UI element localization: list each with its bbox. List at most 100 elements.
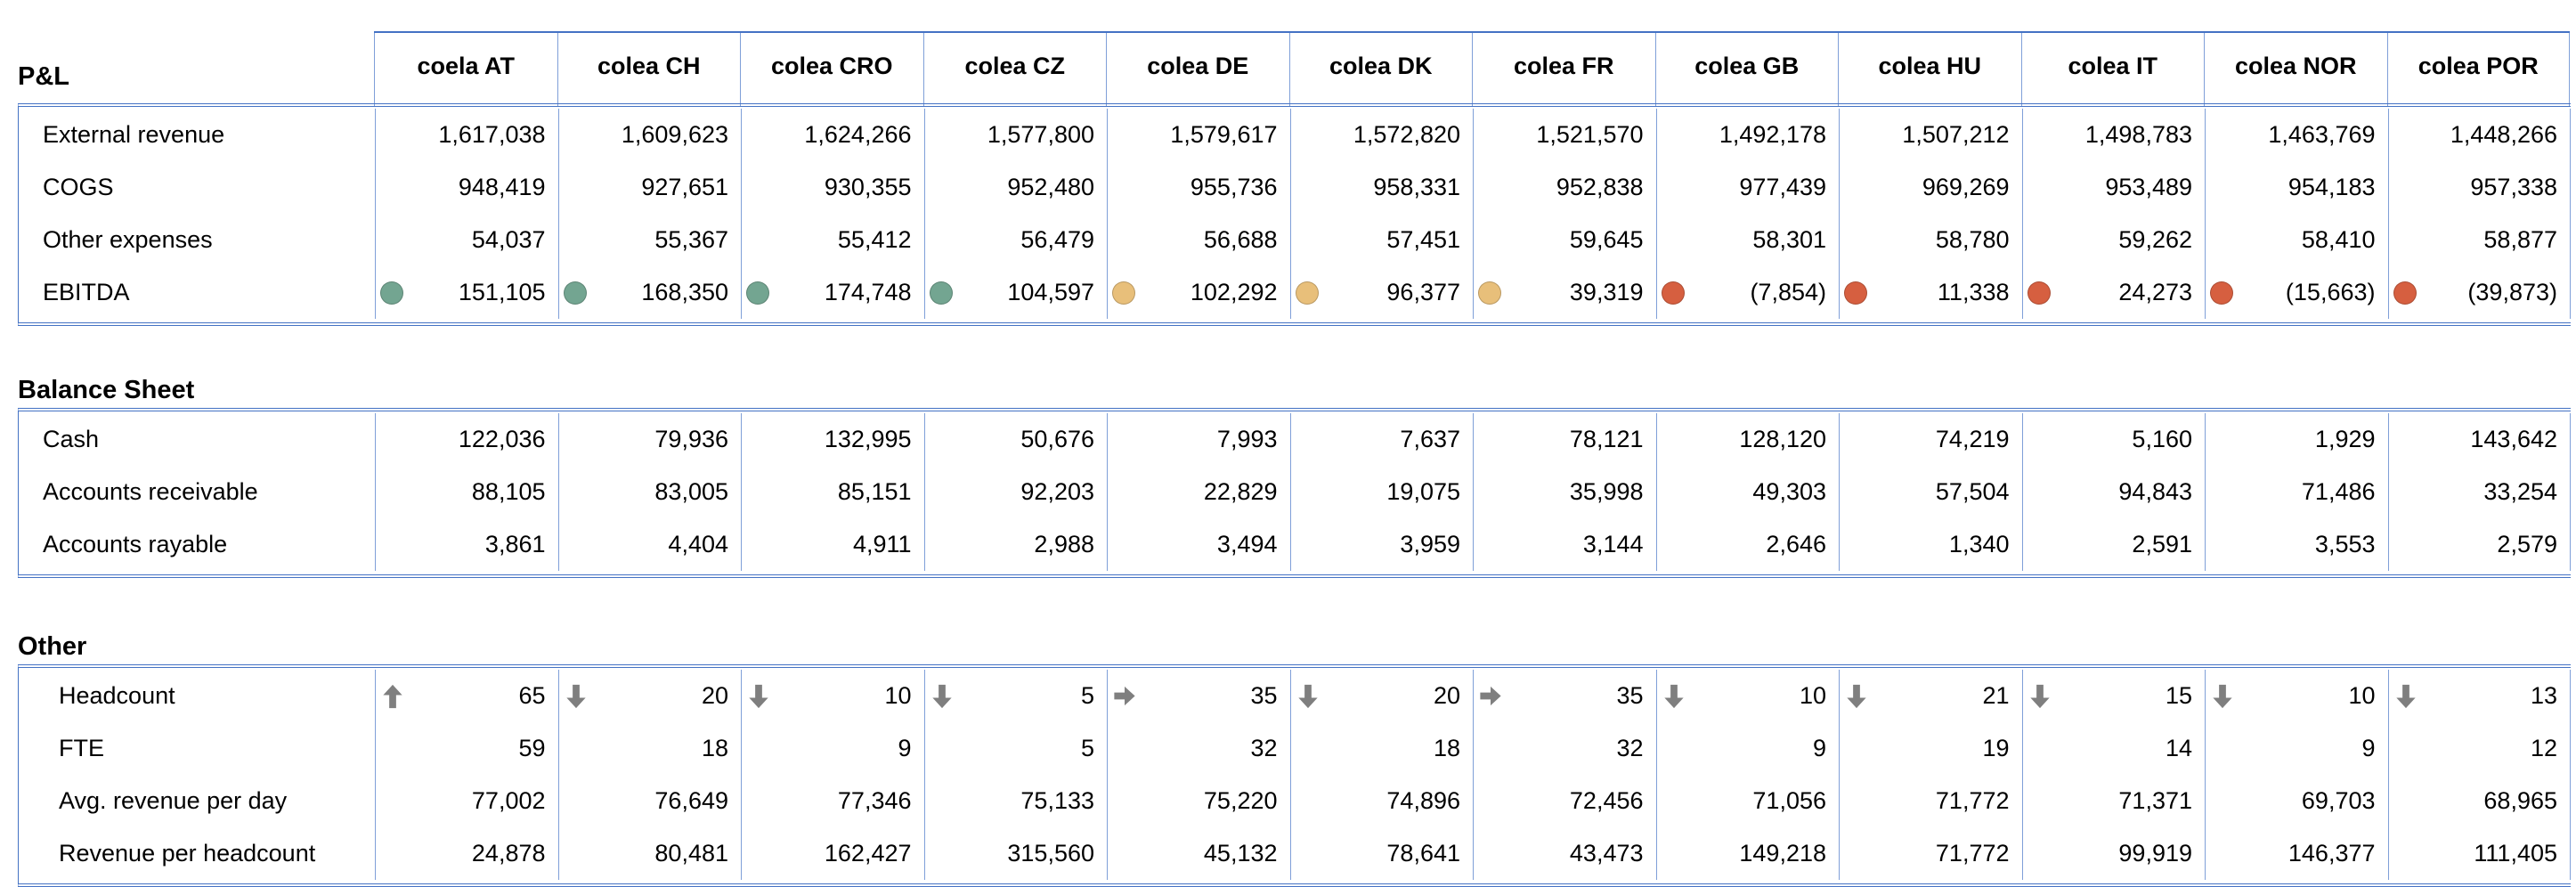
cell-value: 56,688	[1203, 226, 1278, 253]
cell-colea-hu: 58,780	[1839, 214, 2022, 266]
cell-value: 3,494	[1216, 531, 1278, 557]
status-red-circle-icon	[2210, 281, 2233, 305]
cell-value: 59,262	[2118, 226, 2192, 253]
cell-colea-cz: 2,988	[923, 518, 1108, 571]
cell-value: 5	[1080, 735, 1094, 761]
cell-value: 24,273	[2118, 279, 2192, 305]
row-label: External revenue	[43, 121, 225, 148]
cell-value: 49,303	[1752, 478, 1826, 505]
cell-value: 55,367	[654, 226, 728, 253]
cell-colea-de: 45,132	[1107, 827, 1290, 880]
cell-coela-at: 54,037	[375, 214, 558, 266]
table-row-revenue-per-headcount: Revenue per headcount 24,878 80,481 162,427…	[19, 827, 2571, 880]
arrow-down-icon	[565, 684, 586, 708]
cell-value: 80,481	[654, 840, 728, 867]
column-header-colea-hu: colea HU	[1838, 33, 2021, 106]
cell-colea-it: 953,489	[2021, 161, 2206, 214]
table-row-avg-revenue-per-day: Avg. revenue per day 77,002 76,649 77,346 75…	[19, 775, 2571, 827]
arrow-down-icon	[1297, 684, 1318, 708]
cell-value: 35,998	[1569, 478, 1644, 505]
cell-colea-dk: 20	[1289, 670, 1474, 722]
cell-colea-por: 33,254	[2387, 466, 2571, 518]
cell-value: 75,133	[1020, 787, 1094, 814]
cell-colea-cro: 174,748	[741, 266, 924, 319]
cell-colea-hu: 74,219	[1839, 413, 2022, 466]
cell-colea-cz: 315,560	[923, 827, 1108, 880]
cell-colea-ch: 1,609,623	[557, 109, 742, 161]
cell-value: 146,377	[2288, 840, 2376, 867]
balance-section-title: Balance Sheet	[18, 376, 195, 404]
cell-colea-hu: 1,340	[1839, 518, 2022, 571]
cell-value: 953,489	[2105, 174, 2192, 200]
status-red-circle-icon	[1661, 281, 1685, 305]
cell-colea-fr: 35,998	[1473, 466, 1656, 518]
cell-colea-de: 7,993	[1107, 413, 1290, 466]
cell-colea-cro: 10	[741, 670, 924, 722]
cell-coela-at: 65	[375, 670, 558, 722]
cell-value: 5	[1080, 682, 1094, 709]
cell-value: 954,183	[2288, 174, 2376, 200]
cell-coela-at: 88,105	[375, 466, 558, 518]
status-red-circle-icon	[2027, 281, 2051, 305]
cell-value: 1,340	[1948, 531, 2010, 557]
cell-colea-dk: 96,377	[1289, 266, 1474, 319]
column-header-colea-por: colea POR	[2386, 33, 2570, 106]
cell-value: 977,439	[1739, 174, 1826, 200]
row-label: Cash	[43, 426, 100, 452]
cell-value: 71,772	[1935, 840, 2010, 867]
arrow-down-icon	[1847, 684, 1866, 708]
cell-colea-hu: 969,269	[1839, 161, 2022, 214]
cell-colea-cz: 75,133	[923, 775, 1108, 827]
cell-colea-nor: (15,663)	[2205, 266, 2388, 319]
cell-colea-cro: 162,427	[741, 827, 924, 880]
cell-colea-de: 102,292	[1107, 266, 1290, 319]
cell-colea-dk: 78,641	[1289, 827, 1474, 880]
table-bottom-padding	[19, 571, 2571, 574]
cell-colea-fr: 78,121	[1473, 413, 1656, 466]
cell-value: 11,338	[1937, 279, 2010, 305]
cell-colea-dk: 7,637	[1289, 413, 1474, 466]
cell-value: 71,772	[1935, 787, 2010, 814]
cell-colea-cz: 5	[923, 670, 1108, 722]
cell-colea-de: 75,220	[1107, 775, 1290, 827]
cell-value: 39,319	[1569, 279, 1644, 305]
cell-value: 24,878	[471, 840, 546, 867]
cell-colea-nor: 10	[2205, 670, 2388, 722]
cell-colea-hu: 1,507,212	[1839, 109, 2022, 161]
cell-colea-hu: 11,338	[1839, 266, 2022, 319]
cell-value: 2,988	[1034, 531, 1094, 557]
cell-colea-ch: 76,649	[557, 775, 742, 827]
cell-colea-de: 955,736	[1107, 161, 1290, 214]
cell-colea-hu: 57,504	[1839, 466, 2022, 518]
cell-value: 71,486	[2301, 478, 2376, 505]
cell-value: 10	[884, 682, 912, 709]
cell-coela-at: 948,419	[375, 161, 558, 214]
cell-colea-nor: 3,553	[2205, 518, 2388, 571]
cell-coela-at: 3,861	[375, 518, 558, 571]
cell-colea-cro: 55,412	[741, 214, 924, 266]
column-header-colea-cz: colea CZ	[922, 33, 1107, 106]
cell-colea-ch: 4,404	[557, 518, 742, 571]
cell-value: 122,036	[458, 426, 546, 452]
cell-value: 57,451	[1386, 226, 1460, 253]
arrow-down-icon	[749, 684, 768, 708]
cell-value: 2,579	[2497, 531, 2557, 557]
cell-value: 168,350	[641, 279, 728, 305]
cell-colea-gb: 49,303	[1655, 466, 1840, 518]
cell-colea-fr: 43,473	[1473, 827, 1656, 880]
cell-colea-cz: 5	[923, 722, 1108, 775]
cell-value: (15,663)	[2285, 279, 2376, 305]
cell-colea-de: 3,494	[1107, 518, 1290, 571]
cell-value: 71,371	[2118, 787, 2192, 814]
cell-value: 1,448,266	[2450, 121, 2557, 148]
column-header-row: coela AT colea CH colea CRO colea CZ colea D…	[374, 31, 2570, 106]
cell-value: 1,492,178	[1719, 121, 1826, 148]
cell-value: 33,254	[2483, 478, 2557, 505]
arrow-right-icon	[1114, 686, 1135, 705]
cell-value: 74,219	[1935, 426, 2010, 452]
arrow-down-icon	[2395, 684, 2416, 708]
cell-value: 45,132	[1203, 840, 1278, 867]
cell-colea-fr: 952,838	[1473, 161, 1656, 214]
column-header-colea-fr: colea FR	[1472, 33, 1655, 106]
cell-colea-gb: 1,492,178	[1655, 109, 1840, 161]
